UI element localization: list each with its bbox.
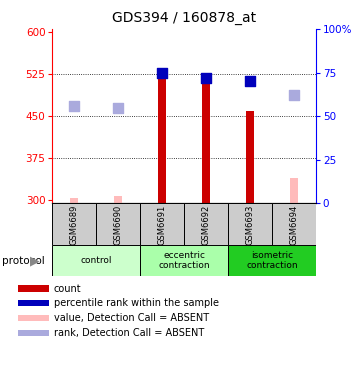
Bar (228, 245, 316, 276)
Text: GSM6690: GSM6690 (114, 205, 123, 245)
Bar (70, 198, 78, 203)
Point (159, 70, 165, 76)
Bar (18, 285, 49, 292)
Text: isometric
contraction: isometric contraction (246, 251, 298, 270)
Bar (18, 315, 49, 321)
Bar (246, 111, 254, 203)
Bar (184, 203, 228, 245)
Bar (18, 300, 49, 306)
Bar (114, 196, 122, 203)
Text: GSM6691: GSM6691 (158, 205, 167, 245)
Bar (140, 245, 228, 276)
Text: ▶: ▶ (30, 254, 39, 267)
Bar (96, 203, 140, 245)
Bar (158, 71, 166, 203)
Bar (272, 203, 316, 245)
Bar (18, 330, 49, 336)
Text: GSM6689: GSM6689 (70, 205, 79, 245)
Bar (228, 203, 272, 245)
Point (203, 75, 209, 81)
Text: value, Detection Call = ABSENT: value, Detection Call = ABSENT (54, 313, 209, 323)
Point (291, 92, 297, 98)
Bar (52, 203, 96, 245)
Text: protocol: protocol (2, 256, 44, 266)
Bar (202, 83, 210, 203)
Text: count: count (54, 284, 82, 294)
Text: GSM6693: GSM6693 (245, 205, 255, 245)
Point (115, 105, 121, 111)
Text: eccentric
contraction: eccentric contraction (158, 251, 210, 270)
Bar (52, 245, 140, 276)
Point (247, 78, 253, 84)
Point (71, 103, 77, 109)
Text: control: control (81, 256, 112, 265)
Text: percentile rank within the sample: percentile rank within the sample (54, 298, 219, 309)
Text: GSM6692: GSM6692 (201, 205, 210, 245)
Text: GSM6694: GSM6694 (290, 205, 299, 245)
Bar (140, 203, 184, 245)
Title: GDS394 / 160878_at: GDS394 / 160878_at (112, 11, 256, 26)
Bar (290, 178, 298, 203)
Text: rank, Detection Call = ABSENT: rank, Detection Call = ABSENT (54, 328, 204, 338)
